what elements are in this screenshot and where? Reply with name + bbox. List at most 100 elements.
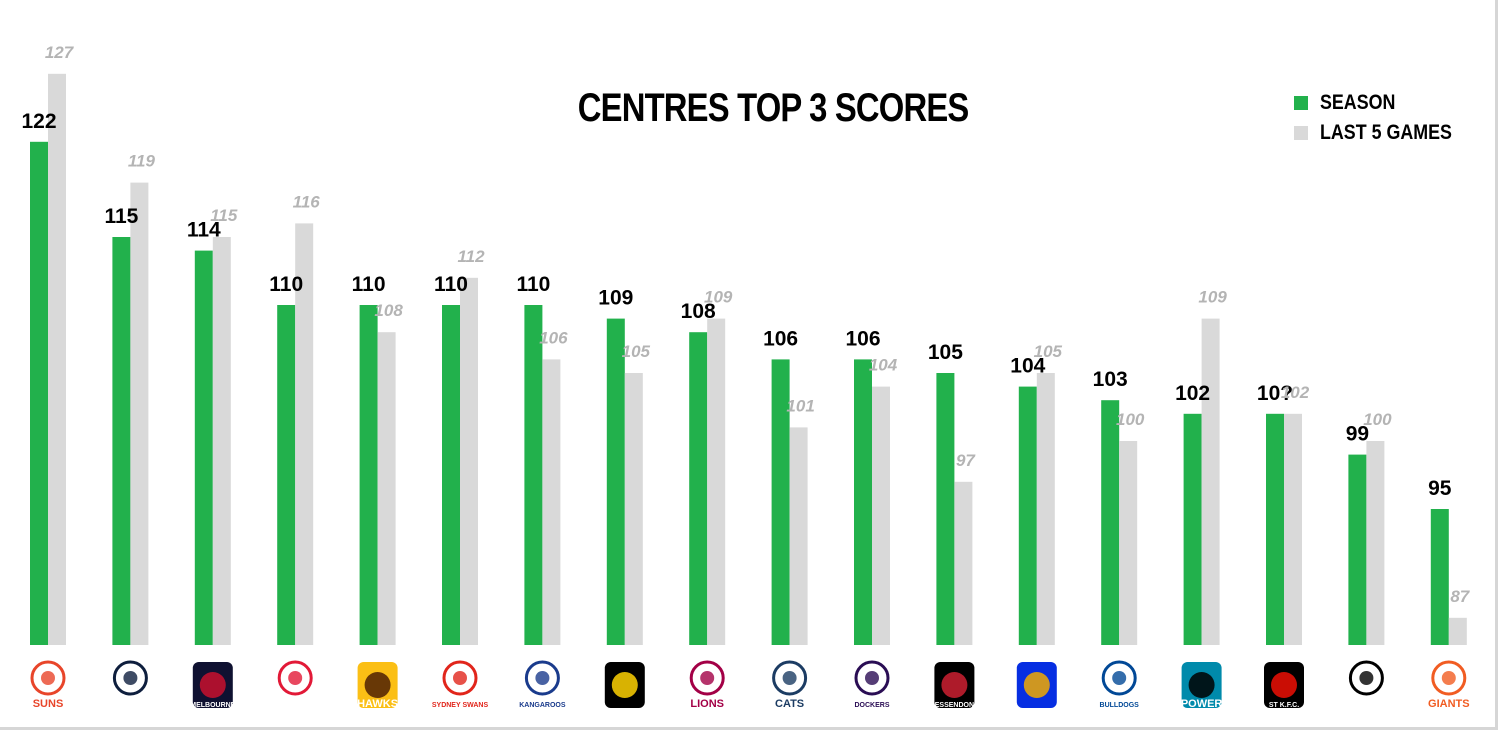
bar-season-sydney-swans [442, 305, 460, 645]
bar-last5-st-k-f-c [1284, 413, 1302, 645]
label-season-giants: 95 [1428, 477, 1452, 500]
port-adelaide-logo-text: POWER [1181, 698, 1223, 710]
kangaroos-logo-text: KANGAROOS [519, 702, 566, 709]
western-bulldogs-logo-text: BULLDOGS [1100, 702, 1140, 709]
essendon-logo-text: ESSENDON [935, 702, 974, 709]
bar-last5-power [1201, 318, 1220, 645]
geelong-cats-logo-text: CATS [775, 698, 804, 710]
label-season-fremantle-dockers: 106 [845, 327, 880, 350]
label-season-suns: 122 [21, 110, 56, 133]
port-adelaide-logo-icon: POWER [1181, 662, 1223, 710]
label-season-western-bulldogs: 103 [1093, 368, 1128, 391]
label-season-west-coast-eagles: 104 [1010, 355, 1045, 378]
bar-season-carlton [112, 237, 131, 645]
label-last5-geelong-cats: 101 [786, 396, 814, 415]
label-season-adelaide-crows: 110 [269, 273, 303, 296]
giants-logo-text: GIANTS [1428, 698, 1470, 710]
bar-last5-melbourne [212, 237, 231, 645]
label-last5-kangaroos: 106 [539, 328, 568, 347]
legend-swatch-season [1294, 96, 1308, 110]
bar-season-st-k-f-c [1266, 413, 1284, 645]
bar-last5-essendon [954, 481, 973, 645]
bar-season-power [1183, 413, 1202, 645]
giants-logo-icon: GIANTS [1428, 660, 1470, 710]
label-season-power: 102 [1175, 382, 1210, 405]
kangaroos-logo-icon: KANGAROOS [519, 660, 566, 709]
bar-season-essendon [936, 373, 955, 645]
sydney-swans-logo-text: SYDNEY SWANS [432, 702, 489, 709]
label-season-hawks: 110 [352, 273, 386, 296]
bar-last5-adelaide-crows [295, 223, 314, 645]
bar-last5-collingwood [1366, 441, 1385, 645]
hawks-logo-icon: HAWKS [357, 662, 398, 710]
richmond-logo-icon [604, 662, 645, 708]
label-season-essendon: 105 [928, 341, 963, 364]
west-coast-eagles-logo-icon [1016, 662, 1057, 708]
bar-last5-geelong-cats [789, 427, 808, 645]
label-season-st-k-f-c: 10? [1257, 382, 1293, 405]
brisbane-lions-logo-icon: LIONS [689, 660, 725, 710]
bar-last5-west-coast-eagles [1036, 373, 1055, 645]
bar-season-kangaroos [524, 305, 543, 645]
bar-season-collingwood [1348, 454, 1367, 645]
bar-season-brisbane-lions [689, 332, 708, 645]
essendon-logo-icon: ESSENDON [934, 662, 975, 709]
label-last5-hawks: 108 [374, 301, 403, 320]
legend-label-last5: LAST 5 GAMES [1320, 121, 1452, 144]
bar-last5-suns [48, 73, 66, 646]
label-last5-west-coast-eagles: 105 [1034, 342, 1063, 361]
bar-last5-sydney-swans [460, 277, 478, 645]
label-last5-western-bulldogs: 100 [1116, 410, 1145, 429]
fremantle-logo-icon: DOCKERS [854, 660, 890, 709]
bar-last5-giants [1448, 617, 1467, 645]
label-last5-melbourne: 115 [210, 206, 238, 225]
legend-item-season: SEASON [1294, 88, 1475, 118]
label-last5-carlton: 119 [128, 152, 156, 171]
bar-last5-hawks [377, 332, 396, 645]
label-season-brisbane-lions: 108 [681, 300, 716, 323]
label-last5-richmond: 105 [622, 342, 651, 361]
bar-season-richmond [606, 318, 625, 645]
label-last5-st-k-f-c: 102 [1281, 383, 1310, 402]
sydney-swans-logo-icon: SYDNEY SWANS [432, 660, 489, 709]
bar-season-giants [1430, 509, 1449, 645]
fremantle-logo-text: DOCKERS [854, 702, 889, 709]
bar-last5-western-bulldogs [1119, 441, 1138, 645]
bar-season-west-coast-eagles [1018, 386, 1037, 645]
adelaide-crows-logo-icon [277, 660, 313, 696]
label-last5-collingwood: 100 [1363, 410, 1392, 429]
chart-title: CENTRES TOP 3 SCORES [577, 86, 969, 130]
melbourne-logo-text: MELBOURNE [190, 702, 235, 709]
label-season-sydney-swans: 110 [434, 273, 468, 296]
label-last5-fremantle-dockers: 104 [869, 356, 898, 375]
label-last5-brisbane-lions: 109 [704, 288, 733, 307]
bar-season-adelaide-crows [277, 305, 296, 645]
bar-last5-brisbane-lions [707, 318, 726, 645]
melbourne-logo-icon: MELBOURNE [190, 662, 236, 709]
bar-last5-kangaroos [542, 359, 561, 645]
suns-logo-icon: SUNS [30, 660, 66, 710]
bar-season-suns [30, 141, 48, 646]
label-last5-suns: 127 [45, 43, 75, 62]
legend-item-last5: LAST 5 GAMES [1294, 118, 1475, 148]
label-last5-essendon: 97 [956, 451, 976, 470]
brisbane-lions-logo-text: LIONS [690, 698, 724, 710]
legend-label-season: SEASON [1320, 91, 1396, 114]
label-season-kangaroos: 110 [516, 273, 550, 296]
bar-last5-richmond [624, 373, 643, 645]
bar-season-geelong-cats [771, 359, 790, 645]
st-kilda-logo-text: ST K.F.C. [1269, 702, 1299, 709]
st-kilda-logo-icon: ST K.F.C. [1264, 662, 1304, 709]
label-last5-sydney-swans: 112 [457, 247, 485, 266]
label-last5-adelaide-crows: 116 [293, 192, 321, 211]
geelong-cats-logo-icon: CATS [772, 660, 808, 710]
label-season-geelong-cats: 106 [763, 327, 798, 350]
bar-last5-fremantle-dockers [872, 386, 890, 645]
suns-logo-text: SUNS [33, 698, 64, 710]
bar-last5-carlton [130, 182, 149, 645]
label-last5-power: 109 [1198, 288, 1227, 307]
bar-season-western-bulldogs [1101, 400, 1120, 645]
western-bulldogs-logo-icon: BULLDOGS [1100, 660, 1140, 709]
